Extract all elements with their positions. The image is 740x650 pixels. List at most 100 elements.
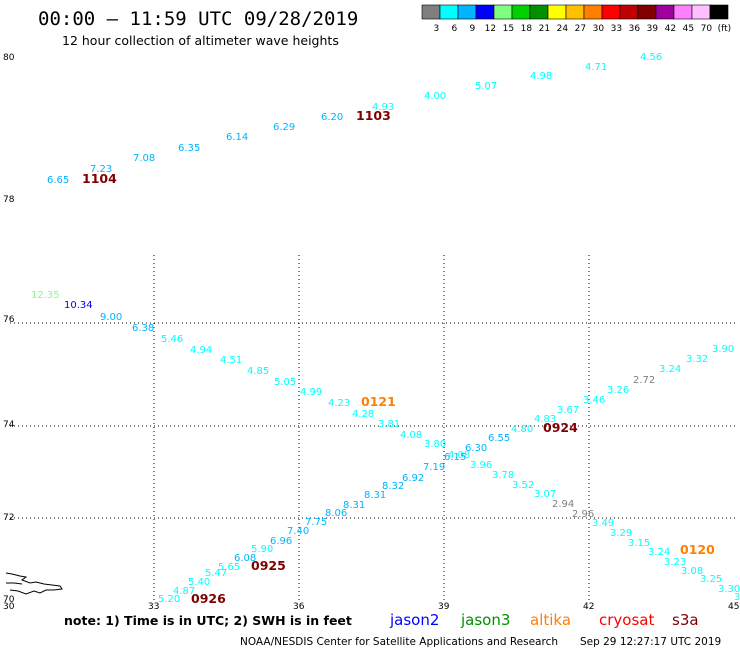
swh-value: 3.29	[610, 528, 632, 539]
swh-value: 7.40	[287, 526, 309, 537]
swh-value: 3.24	[659, 364, 681, 375]
note-text: note: 1) Time is in UTC; 2) SWH is in fe…	[64, 613, 352, 628]
swh-value: 6.92	[402, 473, 424, 484]
swh-value: 6.55	[488, 433, 510, 444]
pass-time-label: 0924	[543, 420, 578, 435]
latitude-labels: 80 78 76 74 72 70	[3, 53, 15, 605]
satellite-legend: jason2 jason3 altika cryosat s3a	[389, 611, 699, 629]
swh-value: 8.31	[343, 500, 365, 511]
scale-label: 18	[521, 24, 533, 34]
scale-label: 45	[683, 24, 694, 34]
pass-time-label: 1104	[82, 171, 117, 186]
swh-value: 5.46	[161, 334, 183, 345]
swh-value: 7.08	[133, 153, 155, 164]
satellite-cryosat: cryosat	[599, 611, 654, 629]
swh-value: 3.26	[607, 385, 629, 396]
map-subtitle: 12 hour collection of altimeter wave hei…	[62, 33, 339, 48]
scale-label: 9	[470, 24, 476, 34]
swh-value: 10.34	[64, 300, 93, 311]
satellite-jason2: jason2	[389, 611, 439, 629]
swh-value: 3.15	[628, 538, 650, 549]
swh-value: 3.32	[686, 354, 708, 365]
swh-value: 6.15	[444, 452, 466, 463]
swh-value: 6.20	[321, 112, 343, 123]
swh-value: 9.00	[100, 312, 122, 323]
scale-label: 3	[434, 24, 440, 34]
scale-label: 6	[452, 24, 458, 34]
color-swatch	[421, 4, 441, 20]
swh-value: 4.83	[534, 414, 556, 425]
swh-value: 8.32	[382, 481, 404, 492]
lat-lon-grid	[10, 255, 735, 600]
swh-value: 5.20	[158, 594, 180, 605]
swh-value: 6.35	[178, 143, 200, 154]
swh-value: 4.94	[190, 345, 212, 356]
lon-label: 30	[3, 602, 15, 612]
color-swatch	[547, 4, 567, 20]
lat-label: 76	[3, 315, 15, 325]
generated-timestamp: Sep 29 12:27:17 UTC 2019	[580, 636, 721, 648]
swh-value: 3.49	[592, 518, 614, 529]
scale-label: 70	[701, 24, 713, 34]
swh-value: 4.71	[585, 62, 607, 73]
swh-value: 8.06	[325, 508, 347, 519]
swh-value: 4.56	[640, 52, 662, 63]
swh-value: 8.31	[364, 490, 386, 501]
swh-value: 3.23	[664, 557, 686, 568]
swh-value: 6.96	[270, 536, 292, 547]
swh-value: 3.07	[534, 489, 556, 500]
swh-value: 4.93	[372, 102, 394, 113]
scale-label: 42	[665, 24, 676, 34]
swh-value: 4.99	[300, 387, 322, 398]
satellite-altika: altika	[530, 611, 571, 629]
swh-value: 3.46	[583, 395, 605, 406]
swh-value: 6.65	[47, 175, 69, 186]
map-title: 00:00 – 11:59 UTC 09/28/2019	[38, 8, 358, 30]
pass-time-label: 0120	[680, 542, 715, 557]
lat-label: 74	[3, 420, 15, 430]
swh-value: 2.72	[633, 375, 655, 386]
swh-value: 5.05	[274, 377, 296, 388]
swh-value: 3.08	[681, 566, 703, 577]
satellite-s3a: s3a	[672, 611, 699, 629]
swh-value: 5.47	[205, 568, 227, 579]
color-swatch	[601, 4, 621, 20]
color-swatch	[583, 4, 603, 20]
color-swatch	[493, 4, 513, 20]
color-scale-legend: 3 6 9 12 15 18 21 24 27 30 33 36 39 42 45 70 (ft)	[421, 4, 732, 34]
longitude-labels: 30 33 36 39 42 45	[3, 602, 739, 612]
swh-value: 3.67	[557, 405, 579, 416]
scale-label: 24	[557, 24, 569, 34]
swh-value: 2.94	[552, 499, 574, 510]
lat-label: 72	[3, 513, 14, 523]
swh-value: 7.19	[423, 462, 445, 473]
color-swatch	[655, 4, 675, 20]
swh-value: 3.24	[648, 547, 670, 558]
color-swatch	[439, 4, 459, 20]
swh-value: 4.08	[400, 430, 422, 441]
pass-time-labels: 1104 1103 0121 0924 0925 0926 0120	[82, 108, 715, 606]
swh-value: 5.65	[218, 562, 240, 573]
swh-value: 3.81	[378, 419, 400, 430]
scale-label: 21	[539, 24, 550, 34]
pass-time-label: 0121	[361, 394, 396, 409]
swh-value: 6.38	[132, 323, 154, 334]
lat-label: 80	[3, 53, 15, 63]
swh-value: 4.00	[424, 91, 446, 102]
swh-values: 6.65 7.23 7.08 6.35 6.14 6.29 6.20 4.93 4.00 5.07…	[31, 52, 740, 605]
coastline	[5, 572, 63, 595]
swh-value: 3.90	[712, 344, 734, 355]
swh-value: 5.90	[251, 544, 273, 555]
lon-label: 33	[148, 602, 159, 612]
scale-label: (ft)	[718, 24, 732, 34]
color-swatch	[475, 4, 495, 20]
lat-label: 70	[3, 595, 15, 605]
swh-value: 4.98	[530, 71, 552, 82]
lon-label: 45	[728, 602, 739, 612]
color-swatch	[637, 4, 657, 20]
scale-label: 15	[503, 24, 514, 34]
satellite-jason3: jason3	[460, 611, 510, 629]
color-swatch	[565, 4, 585, 20]
color-swatch	[529, 4, 549, 20]
